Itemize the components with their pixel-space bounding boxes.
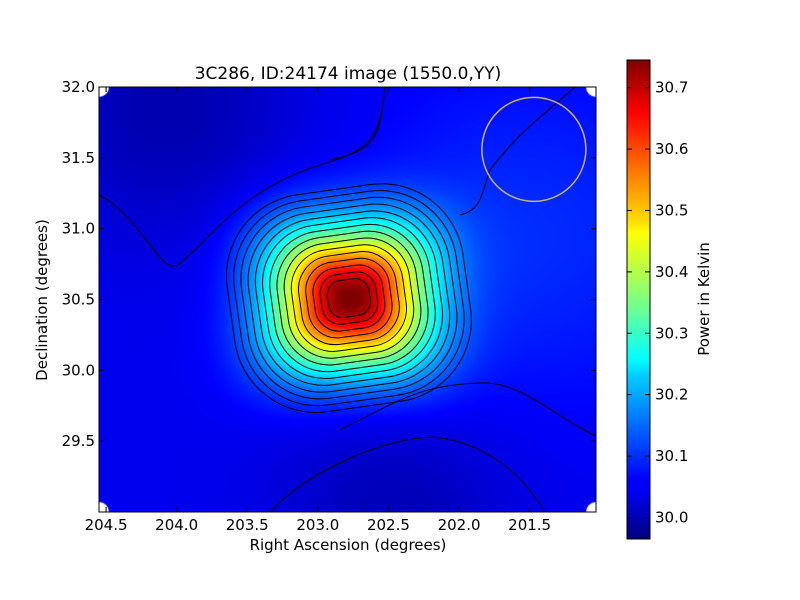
colorbar-tick-label: 30.1 bbox=[655, 447, 688, 465]
colorbar-ticks: 30.0 30.1 30.2 30.3 30.4 30.5 30.6 30.7 bbox=[627, 79, 688, 527]
x-tick-label: 201.5 bbox=[508, 516, 551, 534]
contour-line bbox=[225, 183, 472, 413]
contour-line bbox=[233, 189, 465, 407]
colorbar-label: Power in Kelvin bbox=[695, 242, 713, 356]
plot-area: 204.5 204.0 203.5 203.0 202.5 202.0 201.5 29.5… bbox=[62, 78, 597, 534]
x-axis-ticks: 204.5 204.0 203.5 203.0 202.5 202.0 201.5 bbox=[85, 87, 551, 534]
y-tick-label: 30.0 bbox=[62, 361, 95, 379]
colorbar-tick-label: 30.6 bbox=[655, 140, 688, 158]
colorbar-tick-label: 30.2 bbox=[655, 386, 688, 404]
x-tick-label: 204.5 bbox=[85, 516, 128, 534]
x-axis-label: Right Ascension (degrees) bbox=[250, 536, 447, 554]
colorbar: 30.0 30.1 30.2 30.3 30.4 30.5 30.6 30.7 Power i… bbox=[626, 59, 713, 540]
colorbar-tick-label: 30.7 bbox=[655, 79, 688, 97]
contour-line bbox=[290, 244, 408, 352]
contour-line bbox=[254, 210, 444, 386]
y-tick-label: 29.5 bbox=[62, 432, 95, 450]
y-tick-label: 31.5 bbox=[62, 149, 95, 167]
colorbar-tick-label: 30.0 bbox=[655, 509, 688, 527]
x-tick-label: 202.0 bbox=[438, 516, 481, 534]
contour-line bbox=[459, 87, 576, 216]
contour-line bbox=[326, 278, 371, 319]
contour-line bbox=[99, 87, 386, 267]
y-axis-label: Declination (degrees) bbox=[33, 219, 51, 381]
contour-line bbox=[269, 436, 546, 512]
contour-line bbox=[312, 264, 386, 332]
x-tick-label: 202.5 bbox=[367, 516, 410, 534]
colorbar-tick-label: 30.3 bbox=[655, 324, 688, 342]
x-tick-label: 203.0 bbox=[296, 516, 339, 534]
contour-lines bbox=[99, 87, 596, 512]
contour-line bbox=[240, 196, 458, 400]
contour-line bbox=[305, 257, 393, 339]
contour-line bbox=[329, 87, 386, 161]
contour-line bbox=[339, 382, 596, 437]
colorbar-tick-label: 30.5 bbox=[655, 201, 688, 219]
contour-line bbox=[298, 251, 400, 346]
colorbar-tick-label: 30.4 bbox=[655, 263, 688, 281]
y-axis-ticks: 29.5 30.0 30.5 31.0 31.5 32.0 bbox=[62, 78, 596, 450]
contour-line bbox=[283, 237, 415, 359]
y-tick-label: 30.5 bbox=[62, 291, 95, 309]
heatmap-image bbox=[99, 87, 596, 512]
y-tick-label: 32.0 bbox=[62, 78, 95, 96]
beam-circle bbox=[481, 96, 587, 203]
chart-title: 3C286, ID:24174 image (1550.0,YY) bbox=[195, 64, 502, 84]
y-tick-label: 31.0 bbox=[62, 220, 95, 238]
contour-line bbox=[269, 223, 429, 373]
colorbar-gradient bbox=[626, 59, 651, 540]
x-tick-label: 203.5 bbox=[226, 516, 269, 534]
contour-line bbox=[276, 230, 422, 366]
contour-line bbox=[319, 271, 379, 325]
contour-line bbox=[247, 203, 451, 393]
contour-line bbox=[261, 217, 436, 380]
x-tick-label: 204.0 bbox=[155, 516, 198, 534]
